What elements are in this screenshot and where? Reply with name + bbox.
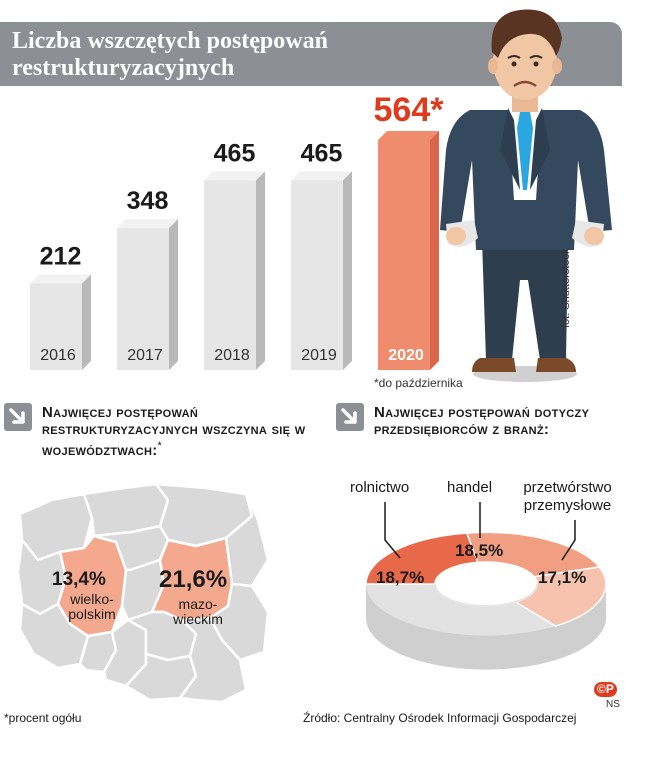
donut-label-handel: handel — [447, 479, 493, 496]
bar-2018: 2018 465 — [204, 139, 265, 370]
bar-front-2016 — [30, 283, 82, 370]
footnote-percent: *procent ogółu — [4, 711, 82, 725]
arrow-down-right-icon — [4, 403, 32, 431]
bar-category-2016: 2016 — [40, 347, 76, 364]
bar-front-2020 — [378, 140, 430, 370]
bar-side-2016 — [82, 274, 91, 370]
bar-side-2017 — [169, 219, 178, 370]
bar-category-2017: 2017 — [127, 347, 163, 364]
bar-top-2019 — [291, 171, 352, 181]
donut-leader-0 — [384, 502, 401, 559]
bar-side-2020 — [430, 131, 439, 370]
donut-hole-rim — [434, 583, 538, 607]
mazowieckie-label: mazo- wieckim — [173, 596, 223, 627]
chart-title: Liczba wszczętych postępowań restruktury… — [12, 28, 328, 81]
bar-top-2017 — [117, 219, 178, 229]
publisher-logo: ©P — [594, 682, 617, 697]
bar-front-2018 — [204, 180, 256, 370]
donut-leader-2 — [561, 520, 576, 561]
bar-front-2017 — [117, 228, 169, 370]
bar-footnote: *do października — [374, 376, 463, 390]
wielkopolskie-label: wielko- polskim — [68, 591, 116, 622]
bar-side-2018 — [256, 171, 265, 370]
author-initials: NS — [606, 699, 620, 710]
bar-value-2018: 465 — [214, 139, 256, 167]
mazowieckie-value: 21,6% — [159, 566, 228, 593]
donut-value-handel: 18,5% — [455, 541, 504, 560]
donut-value-rolnictwo: 18,7% — [376, 568, 425, 587]
donut-value-przetworstwo: 17,1% — [538, 568, 587, 587]
wielkopolskie-value: 13,4% — [52, 569, 106, 590]
bar-side-2019 — [343, 171, 352, 370]
bar-value-2016: 212 — [40, 243, 82, 271]
bar-2020: 2020 564* — [374, 91, 445, 370]
donut-label-rolnictwo: rolnictwo — [350, 479, 410, 496]
arrow-down-right-icon — [336, 403, 364, 431]
bar-top-2016 — [30, 274, 91, 284]
bar-category-2018: 2018 — [214, 347, 250, 364]
bar-top-2018 — [204, 171, 265, 181]
donut-label-przetworstwo: przetwórstwo przemysłowe — [523, 479, 612, 514]
bar-2017: 2017 348 — [117, 187, 178, 370]
donut-hole — [435, 562, 537, 606]
bar-front-2019 — [291, 180, 343, 370]
bar-category-2019: 2019 — [301, 347, 337, 364]
bar-value-2020: 564* — [374, 91, 445, 129]
map-section-title: Najwięcej postępowań restrukturyzacyjnyc… — [42, 404, 306, 459]
donut-section-title: Najwięcej postępowań dotyczy przedsiębio… — [374, 404, 590, 438]
source-note: Źródło: Centralny Ośrodek Informacji Gos… — [303, 711, 577, 725]
bar-category-2020: 2020 — [388, 347, 424, 364]
bar-2019: 2019 465 — [291, 139, 352, 370]
bar-value-2019: 465 — [301, 139, 343, 167]
bar-2016: 2016 212 — [30, 243, 91, 370]
bar-top-2020 — [378, 131, 439, 140]
bar-value-2017: 348 — [127, 187, 169, 215]
